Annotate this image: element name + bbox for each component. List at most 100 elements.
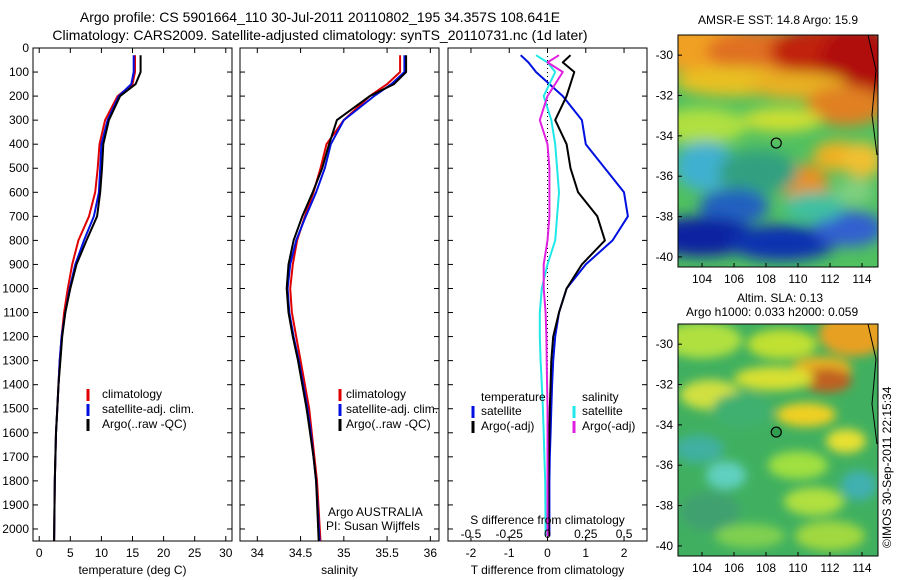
sst-map-xtick-label: 104 — [692, 272, 712, 286]
stick-label: 0.25 — [574, 527, 598, 541]
sla-map-blob — [768, 451, 828, 480]
sla-map-blob — [712, 392, 772, 429]
xtick-label: -1 — [504, 546, 515, 560]
ytick-label: 300 — [9, 113, 29, 127]
sst-map-blob — [678, 107, 747, 144]
timestamp-stamp: ©IMOS 30-Sep-2011 22:15:34 — [880, 386, 894, 548]
series-salinity-0 — [289, 55, 402, 542]
panel-difference: -2 -1 0 1 2 T difference from climatology S di… — [447, 47, 648, 577]
sla-map-blob — [819, 324, 878, 357]
ytick-label: 1100 — [3, 306, 29, 320]
sst-map-xtick-label: 110 — [788, 272, 807, 286]
ytick-label: 1700 — [2, 450, 29, 464]
sla-map-ytick-label: -40 — [656, 539, 674, 553]
sst-map-ytick-label: -38 — [656, 210, 674, 224]
map-sst-map: 104 106 108 110 112 114 -30 -32 -34 -36 -38 -40 — [656, 34, 879, 286]
annotation-pi: PI: Susan Wijffels — [326, 519, 420, 533]
salinity-xlabel: salinity — [321, 563, 358, 577]
sst-map-blob — [806, 85, 878, 126]
ytick-label: 100 — [9, 65, 29, 79]
legend-heading-temperature: temperature — [481, 390, 546, 404]
ytick-label: 1200 — [2, 330, 29, 344]
legend-heading-salinity: salinity — [582, 390, 619, 404]
sla-map-field — [678, 324, 878, 556]
series-difference-2 — [535, 54, 560, 537]
temperature-frame — [32, 47, 233, 542]
sla-map-blob — [680, 491, 740, 532]
sla-map-subtitle: Argo h1000: 0.033 h2000: 0.059 — [686, 305, 858, 319]
legend-label-s-1: Argo(-adj) — [582, 419, 635, 433]
sst-map-ytick-label: -32 — [656, 89, 674, 103]
ytick-label: 900 — [9, 257, 29, 271]
sst-map-blob — [814, 210, 878, 247]
sla-map-ytick-label: -30 — [656, 337, 674, 351]
sla-map-blob — [734, 366, 814, 391]
sst-map-blobs — [678, 35, 878, 261]
xtick-label: 34 — [251, 546, 265, 560]
xtick-label: -2 — [466, 546, 477, 560]
sst-map-field — [678, 35, 878, 267]
xtick-label: 2 — [621, 546, 628, 560]
legend-label-0: climatology — [102, 387, 162, 401]
temperature-xlabel: temperature (deg C) — [78, 563, 186, 577]
xtick-label: 35 — [337, 546, 351, 560]
sla-map-blobs — [678, 324, 878, 551]
sst-map-xtick-label: 106 — [724, 272, 744, 286]
sla-map-blob — [678, 435, 724, 464]
ytick-label: 2000 — [2, 522, 29, 536]
ytick-label: 800 — [9, 233, 29, 247]
ytick-label: 500 — [9, 161, 29, 175]
ytick-label: 0 — [22, 41, 29, 55]
sla-map-blob — [715, 523, 785, 548]
legend-label-t-1: Argo(-adj) — [481, 419, 534, 433]
panel-temperature: 0100200300400500600700800900100011001200… — [2, 41, 232, 577]
series-salinity-2 — [285, 55, 408, 542]
sla-map-blob — [678, 324, 742, 359]
legend-label-1: satellite-adj. clim. — [346, 402, 438, 416]
sst-map-xtick-label: 112 — [820, 272, 839, 286]
sst-map-blob — [834, 180, 874, 205]
sla-map-xtick-label: 114 — [852, 561, 871, 575]
difference-xlabel: T difference from climatology — [471, 563, 625, 577]
sst-map-frame — [677, 34, 879, 268]
xtick-label: 0 — [544, 546, 551, 560]
ytick-label: 1600 — [2, 426, 29, 440]
sst-map-blob — [784, 191, 844, 222]
figure-title-line2: Climatology: CARS2009. Satellite-adjuste… — [52, 27, 588, 43]
sla-map-xtick-label: 112 — [820, 561, 839, 575]
ytick-label: 1900 — [2, 498, 29, 512]
sla-map-xtick-label: 110 — [788, 561, 807, 575]
figure-title-line1: Argo profile: CS 5901664_110 30-Jul-2011… — [79, 9, 561, 25]
legend-label-s-0: satellite — [582, 404, 623, 418]
series-difference-0 — [520, 54, 629, 537]
ytick-label: 700 — [9, 209, 29, 223]
sla-map-blob — [826, 429, 866, 454]
sla-map-blob — [706, 461, 746, 490]
sla-map-ytick-label: -34 — [656, 418, 674, 432]
stick-label: -0.25 — [496, 527, 524, 541]
sst-map-blob — [699, 188, 769, 225]
sla-map-ytick-label: -38 — [656, 499, 674, 513]
sst-map-title: AMSR-E SST: 14.8 Argo: 15.9 — [698, 13, 858, 27]
xtick-label: 10 — [95, 546, 109, 560]
sla-map-title: Altim. SLA: 0.13 — [737, 291, 823, 305]
stick-label: 0.5 — [616, 527, 633, 541]
sst-map-blob — [727, 224, 837, 261]
sst-map-ytick-label: -34 — [656, 129, 674, 143]
stick-label: -0.5 — [461, 527, 482, 541]
sst-map-argo-marker — [770, 137, 782, 149]
ytick-label: 1800 — [2, 474, 29, 488]
series-temperature-2 — [53, 55, 142, 542]
series-difference-1 — [547, 54, 606, 537]
sla-map-xtick-label: 106 — [724, 561, 744, 575]
salinity-frame — [239, 47, 440, 542]
stick-label: 0 — [544, 527, 551, 541]
sst-map-blob — [718, 150, 798, 195]
legend-label-2: Argo(..raw -QC) — [346, 417, 431, 431]
xtick-label: 0 — [36, 546, 43, 560]
ytick-label: 200 — [9, 89, 29, 103]
series-difference-3 — [538, 54, 564, 537]
sla-map-frame — [677, 323, 879, 557]
difference-xlabel-top: S difference from climatology — [470, 513, 625, 527]
ytick-label: 600 — [9, 185, 29, 199]
